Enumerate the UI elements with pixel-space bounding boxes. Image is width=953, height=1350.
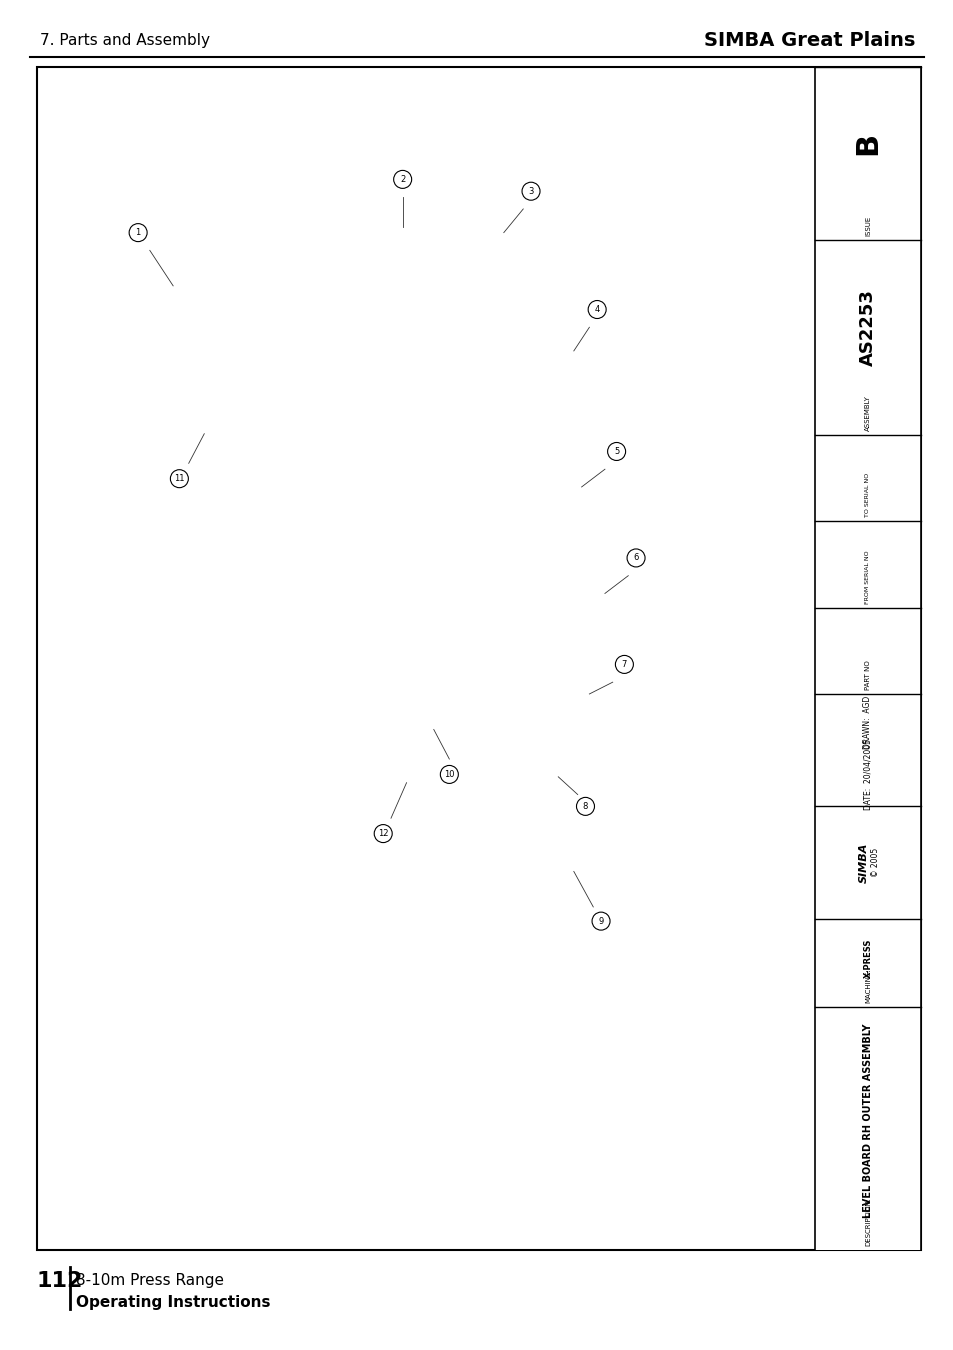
Text: TO SERIAL NO: TO SERIAL NO [864,472,869,517]
Circle shape [171,470,188,487]
Text: 9: 9 [598,917,603,926]
Circle shape [615,655,633,674]
Text: SIMBA: SIMBA [858,842,868,883]
Text: 3: 3 [528,186,533,196]
Text: 4: 4 [594,305,599,315]
Circle shape [394,170,412,189]
Text: DESCRIPTION:: DESCRIPTION: [864,1197,870,1246]
Text: AS2253: AS2253 [858,289,876,366]
Text: 12: 12 [377,829,388,838]
Circle shape [521,182,539,200]
Circle shape [588,301,605,319]
Bar [37,68,920,1250]
Text: 112: 112 [37,1270,83,1291]
Text: ASSEMBLY: ASSEMBLY [864,396,870,431]
Text: DRAWN:  AGD: DRAWN: AGD [862,695,872,749]
Text: Operating Instructions: Operating Instructions [76,1296,271,1311]
Text: 5: 5 [614,447,618,456]
Text: FROM SERIAL NO: FROM SERIAL NO [864,549,869,603]
Text: 8: 8 [582,802,588,811]
Circle shape [440,765,457,783]
Text: 10: 10 [444,769,455,779]
Text: SIMBA Great Plains: SIMBA Great Plains [703,31,914,50]
Text: 1: 1 [135,228,141,238]
Text: ISSUE: ISSUE [864,216,870,236]
Text: © 2005: © 2005 [871,848,880,878]
Circle shape [374,825,392,842]
Text: 7. Parts and Assembly: 7. Parts and Assembly [40,32,210,47]
Text: B: B [853,132,882,155]
Text: LEVEL BOARD RH OUTER ASSEMBLY: LEVEL BOARD RH OUTER ASSEMBLY [862,1023,872,1218]
Text: MACHINE:: MACHINE: [864,969,870,1003]
Text: X-PRESS: X-PRESS [862,938,872,977]
Bar [814,68,920,1250]
Text: 11: 11 [174,474,185,483]
Circle shape [576,798,594,815]
Text: 7: 7 [621,660,626,668]
Text: 2: 2 [399,176,405,184]
Text: PART NO: PART NO [864,660,870,690]
Text: 6: 6 [633,554,639,563]
Circle shape [592,913,609,930]
Text: DATE:  20/04/2005: DATE: 20/04/2005 [862,740,872,810]
Text: 8-10m Press Range: 8-10m Press Range [76,1273,224,1288]
Circle shape [607,443,625,460]
Circle shape [626,549,644,567]
Circle shape [129,224,147,242]
